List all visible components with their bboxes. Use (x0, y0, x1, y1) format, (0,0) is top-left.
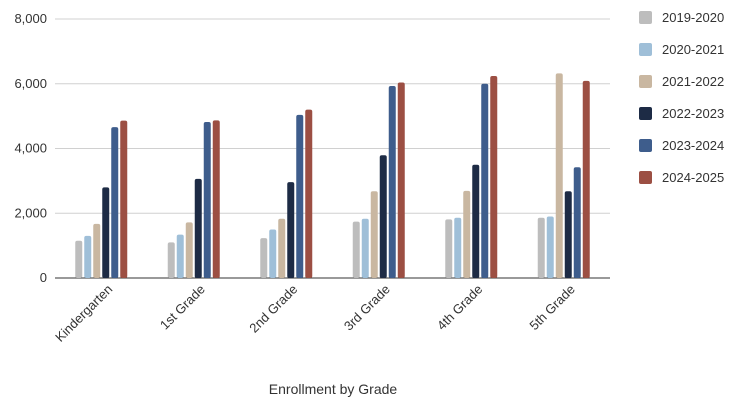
x-tick-label: Kindergarten (52, 282, 115, 345)
bar-2022-2023-4th-grade (472, 164, 480, 278)
bar-2023-2024-kindergarten (111, 127, 119, 278)
bar-2024-2025-4th-grade (490, 75, 498, 278)
bar-2022-2023-1st-grade (194, 178, 202, 278)
x-tick-label: 3rd Grade (341, 282, 393, 334)
y-tick-label: 8,000 (14, 11, 47, 26)
legend-label: 2022-2023 (662, 106, 724, 121)
y-axis-ticks: 0 2,000 4,000 6,000 8,000 (14, 11, 47, 285)
bars (75, 73, 590, 279)
bar-2019-2020-4th-grade (445, 219, 453, 278)
bar-2019-2020-1st-grade (167, 242, 175, 278)
bar-2023-2024-2nd-grade (296, 114, 304, 278)
bar-2021-2022-3rd-grade (370, 191, 378, 278)
y-tick-label: 0 (40, 270, 47, 285)
bar-2021-2022-kindergarten (93, 223, 101, 278)
y-tick-label: 4,000 (14, 141, 47, 156)
bar-2021-2022-5th-grade (555, 73, 563, 278)
bar-2020-2021-2nd-grade (269, 229, 277, 278)
bar-2021-2022-4th-grade (463, 190, 471, 278)
bar-2021-2022-2nd-grade (278, 218, 286, 278)
bar-2024-2025-1st-grade (212, 120, 220, 279)
bar-2023-2024-5th-grade (573, 167, 581, 278)
legend-label: 2024-2025 (662, 170, 724, 185)
bar-2024-2025-5th-grade (582, 80, 590, 279)
bar-2023-2024-3rd-grade (388, 86, 396, 278)
legend-swatch (639, 75, 652, 88)
bar-2024-2025-kindergarten (120, 120, 128, 278)
bar-2022-2023-3rd-grade (379, 155, 387, 278)
grid-lines (55, 18, 610, 279)
x-tick-label: 1st Grade (157, 282, 208, 333)
legend-swatch (639, 43, 652, 56)
x-axis-title: Enrollment by Grade (269, 381, 398, 397)
legend-swatch (639, 171, 652, 184)
bar-2023-2024-4th-grade (481, 83, 489, 278)
x-tick-label: 5th Grade (526, 282, 577, 333)
bar-2019-2020-kindergarten (75, 240, 83, 278)
bar-2019-2020-5th-grade (537, 217, 545, 278)
legend-swatch (639, 107, 652, 120)
bar-2019-2020-3rd-grade (352, 221, 360, 278)
bar-2020-2021-1st-grade (176, 234, 184, 278)
bar-2024-2025-2nd-grade (305, 109, 313, 279)
y-tick-label: 6,000 (14, 76, 47, 91)
legend-swatch (639, 11, 652, 24)
bar-2020-2021-3rd-grade (361, 218, 369, 278)
bar-2021-2022-1st-grade (185, 222, 193, 278)
legend-label: 2020-2021 (662, 42, 724, 57)
legend-label: 2021-2022 (662, 74, 724, 89)
x-tick-label: 4th Grade (434, 282, 485, 333)
bar-2022-2023-5th-grade (564, 191, 572, 278)
legend-swatch (639, 139, 652, 152)
bar-2023-2024-1st-grade (203, 121, 211, 278)
legend-label: 2023-2024 (662, 138, 724, 153)
bar-2020-2021-kindergarten (84, 235, 92, 278)
bar-2020-2021-5th-grade (546, 216, 554, 278)
x-axis-ticks: Kindergarten 1st Grade 2nd Grade 3rd Grade 4… (52, 282, 578, 345)
bar-2019-2020-2nd-grade (260, 238, 268, 278)
bar-2022-2023-2nd-grade (287, 182, 295, 278)
bar-2020-2021-4th-grade (454, 217, 462, 278)
legend: 2019-2020 2020-2021 2021-2022 2022-2023 2023… (639, 10, 724, 185)
legend-label: 2019-2020 (662, 10, 724, 25)
bar-2024-2025-3rd-grade (397, 82, 405, 278)
x-tick-label: 2nd Grade (246, 282, 300, 336)
y-tick-label: 2,000 (14, 205, 47, 220)
bar-2022-2023-kindergarten (102, 187, 110, 278)
